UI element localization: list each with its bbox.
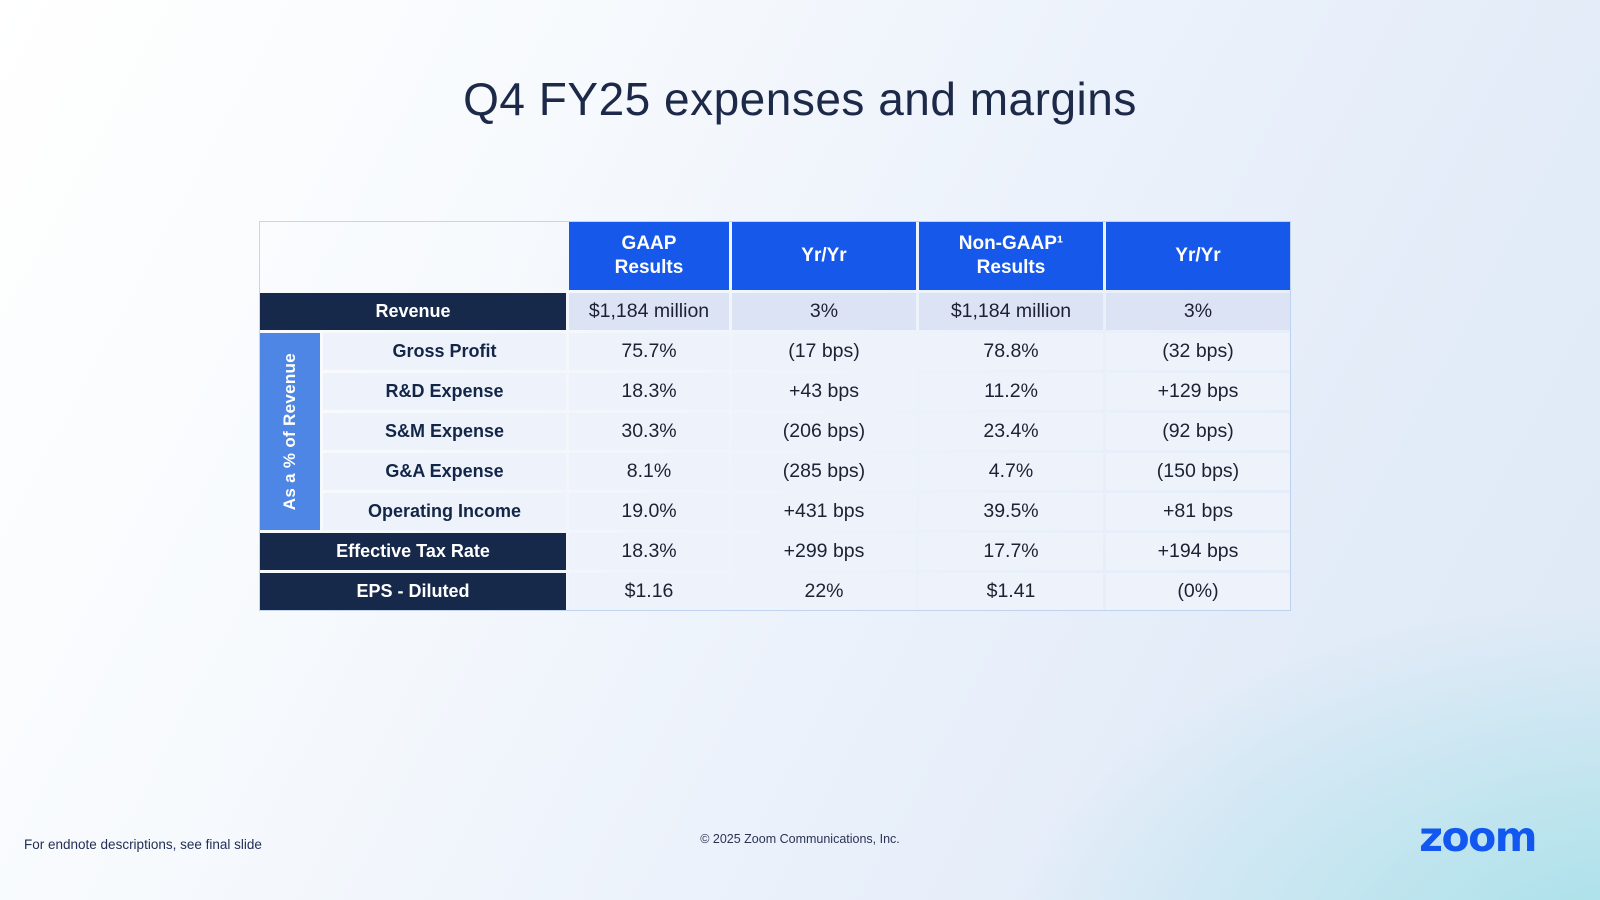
- cell-sm-nongaap: 23.4%: [919, 413, 1103, 450]
- row-label-ga-expense: G&A Expense: [323, 453, 566, 490]
- cell-gross-profit-nongaap: 78.8%: [919, 333, 1103, 370]
- cell-sm-gaap-yryr: (206 bps): [732, 413, 916, 450]
- cell-eps-gaap: $1.16: [569, 573, 729, 610]
- column-header-line: Non-GAAP¹: [958, 233, 1064, 255]
- as-percent-of-revenue-label: As a % of Revenue: [280, 352, 299, 511]
- cell-eps-nongaap: $1.41: [919, 573, 1103, 610]
- cell-rd-gaap: 18.3%: [569, 373, 729, 410]
- cell-ga-gaap-yryr: (285 bps): [732, 453, 916, 490]
- cell-etr-gaap-yryr: +299 bps: [732, 533, 916, 570]
- cell-eps-gaap-yryr: 22%: [732, 573, 916, 610]
- row-label-rd-expense: R&D Expense: [323, 373, 566, 410]
- column-header-line: Results: [614, 257, 684, 278]
- cell-revenue-gaap-yryr: 3%: [732, 293, 916, 330]
- cell-ga-nongaap-yryr: (150 bps): [1106, 453, 1290, 490]
- row-label-effective-tax-rate: Effective Tax Rate: [260, 533, 566, 570]
- cell-sm-gaap: 30.3%: [569, 413, 729, 450]
- row-label-revenue: Revenue: [260, 293, 566, 330]
- cell-rd-gaap-yryr: +43 bps: [732, 373, 916, 410]
- cell-opinc-gaap-yryr: +431 bps: [732, 493, 916, 530]
- column-header-line: GAAP: [621, 233, 677, 255]
- cell-rd-nongaap-yryr: +129 bps: [1106, 373, 1290, 410]
- column-header-yryr-gaap: Yr/Yr: [732, 222, 916, 290]
- column-header-gaap-results: GAAP Results: [569, 222, 729, 290]
- row-label-eps-diluted: EPS - Diluted: [260, 573, 566, 610]
- cell-ga-nongaap: 4.7%: [919, 453, 1103, 490]
- cell-etr-nongaap-yryr: +194 bps: [1106, 533, 1290, 570]
- cell-etr-nongaap: 17.7%: [919, 533, 1103, 570]
- cell-opinc-nongaap-yryr: +81 bps: [1106, 493, 1290, 530]
- cell-rd-nongaap: 11.2%: [919, 373, 1103, 410]
- row-label-gross-profit: Gross Profit: [323, 333, 566, 370]
- cell-gross-profit-nongaap-yryr: (32 bps): [1106, 333, 1290, 370]
- row-label-sm-expense: S&M Expense: [323, 413, 566, 450]
- column-header-line: Yr/Yr: [801, 245, 847, 267]
- cell-revenue-nongaap-yryr: 3%: [1106, 293, 1290, 330]
- cell-opinc-gaap: 19.0%: [569, 493, 729, 530]
- cell-revenue-gaap: $1,184 million: [569, 293, 729, 330]
- cell-gross-profit-gaap-yryr: (17 bps): [732, 333, 916, 370]
- zoom-logo: zoom: [1419, 813, 1537, 861]
- row-label-operating-income: Operating Income: [323, 493, 566, 530]
- cell-opinc-nongaap: 39.5%: [919, 493, 1103, 530]
- cell-etr-gaap: 18.3%: [569, 533, 729, 570]
- column-header-yryr-nongaap: Yr/Yr: [1106, 222, 1290, 290]
- cell-sm-nongaap-yryr: (92 bps): [1106, 413, 1290, 450]
- cell-gross-profit-gaap: 75.7%: [569, 333, 729, 370]
- cell-revenue-nongaap: $1,184 million: [919, 293, 1103, 330]
- column-header-line: Results: [976, 257, 1046, 278]
- as-percent-of-revenue-strip: As a % of Revenue: [260, 333, 320, 530]
- cell-ga-gaap: 8.1%: [569, 453, 729, 490]
- slide-title: Q4 FY25 expenses and margins: [463, 73, 1137, 125]
- financial-results-table: GAAP Results Yr/Yr Non-GAAP¹ Results Yr/…: [260, 222, 1290, 610]
- column-header-nongaap-results: Non-GAAP¹ Results: [919, 222, 1103, 290]
- endnote-reference-text: For endnote descriptions, see final slid…: [24, 837, 262, 852]
- copyright-text: © 2025 Zoom Communications, Inc.: [700, 832, 900, 846]
- column-header-line: Yr/Yr: [1175, 245, 1221, 267]
- cell-eps-nongaap-yryr: (0%): [1106, 573, 1290, 610]
